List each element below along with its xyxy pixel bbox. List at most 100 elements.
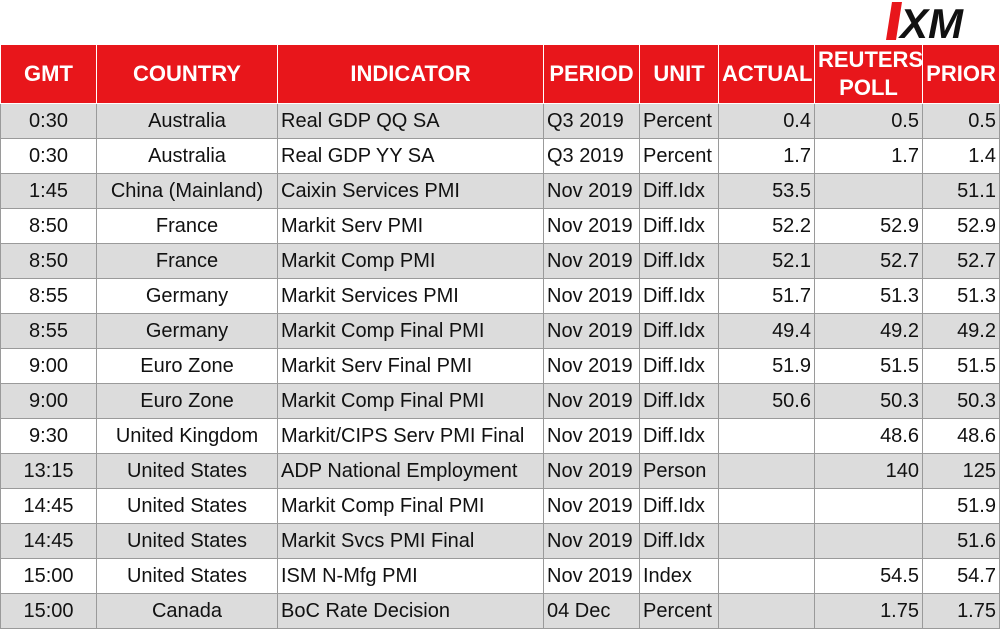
cell-period: Nov 2019 <box>543 418 640 454</box>
cell-actual: 52.1 <box>718 243 815 279</box>
cell-gmt: 0:30 <box>0 138 97 174</box>
cell-unit: Diff.Idx <box>639 173 719 209</box>
cell-unit: Percent <box>639 593 719 629</box>
cell-prior: 52.7 <box>922 243 1000 279</box>
cell-gmt: 15:00 <box>0 558 97 594</box>
header-reuters-poll: REUTERS POLL <box>814 44 923 104</box>
cell-prior: 51.5 <box>922 348 1000 384</box>
header-country: COUNTRY <box>96 44 278 104</box>
table-row: 0:30 Australia Real GDP YY SA Q3 2019 Percen… <box>0 138 1000 174</box>
cell-reuters-poll: 48.6 <box>814 418 923 454</box>
xm-logo: XM <box>886 0 996 44</box>
cell-unit: Index <box>639 558 719 594</box>
cell-actual: 52.2 <box>718 208 815 244</box>
cell-gmt: 8:55 <box>0 278 97 314</box>
header-indicator: INDICATOR <box>277 44 544 104</box>
header-period: PERIOD <box>543 44 640 104</box>
header-row: GMT COUNTRY INDICATOR PERIOD UNIT ACTUAL… <box>0 44 1000 104</box>
header-gmt: GMT <box>0 44 97 104</box>
table-row: 15:00 United States ISM N-Mfg PMI Nov 2019 I… <box>0 558 1000 594</box>
cell-unit: Diff.Idx <box>639 243 719 279</box>
cell-country: United States <box>96 523 278 559</box>
cell-gmt: 8:50 <box>0 208 97 244</box>
cell-country: Euro Zone <box>96 348 278 384</box>
table-row: 14:45 United States Markit Comp Final PMI N… <box>0 488 1000 524</box>
cell-period: Nov 2019 <box>543 383 640 419</box>
cell-reuters-poll: 52.7 <box>814 243 923 279</box>
cell-reuters-poll: 49.2 <box>814 313 923 349</box>
svg-text:XM: XM <box>898 0 964 44</box>
header-prior: PRIOR <box>922 44 1000 104</box>
cell-reuters-poll: 0.5 <box>814 103 923 139</box>
cell-actual: 51.9 <box>718 348 815 384</box>
cell-period: Nov 2019 <box>543 488 640 524</box>
cell-indicator: Caixin Services PMI <box>277 173 544 209</box>
cell-prior: 54.7 <box>922 558 1000 594</box>
cell-indicator: ISM N-Mfg PMI <box>277 558 544 594</box>
cell-country: United States <box>96 488 278 524</box>
cell-prior: 49.2 <box>922 313 1000 349</box>
cell-period: 04 Dec <box>543 593 640 629</box>
cell-reuters-poll: 54.5 <box>814 558 923 594</box>
cell-period: Nov 2019 <box>543 348 640 384</box>
cell-reuters-poll: 50.3 <box>814 383 923 419</box>
table-row: 15:00 Canada BoC Rate Decision 04 Dec Percen… <box>0 593 1000 629</box>
cell-gmt: 8:55 <box>0 313 97 349</box>
cell-unit: Percent <box>639 138 719 174</box>
cell-indicator: BoC Rate Decision <box>277 593 544 629</box>
cell-unit: Diff.Idx <box>639 348 719 384</box>
cell-prior: 51.6 <box>922 523 1000 559</box>
table-row: 8:55 Germany Markit Comp Final PMI Nov 2019… <box>0 313 1000 349</box>
cell-gmt: 14:45 <box>0 523 97 559</box>
cell-unit: Person <box>639 453 719 489</box>
cell-gmt: 8:50 <box>0 243 97 279</box>
cell-reuters-poll <box>814 523 923 559</box>
table-row: 14:45 United States Markit Svcs PMI Final N… <box>0 523 1000 559</box>
cell-prior: 51.3 <box>922 278 1000 314</box>
cell-unit: Diff.Idx <box>639 523 719 559</box>
cell-indicator: Markit Comp Final PMI <box>277 488 544 524</box>
cell-gmt: 14:45 <box>0 488 97 524</box>
xm-logo-graphic: XM <box>886 0 964 44</box>
cell-reuters-poll: 1.7 <box>814 138 923 174</box>
cell-indicator: Markit Comp PMI <box>277 243 544 279</box>
economic-calendar-table: GMT COUNTRY INDICATOR PERIOD UNIT ACTUAL… <box>0 44 1000 629</box>
cell-unit: Percent <box>639 103 719 139</box>
cell-country: Australia <box>96 138 278 174</box>
table-row: 8:55 Germany Markit Services PMI Nov 2019 Di… <box>0 278 1000 314</box>
header-actual: ACTUAL <box>718 44 815 104</box>
cell-gmt: 9:30 <box>0 418 97 454</box>
cell-unit: Diff.Idx <box>639 383 719 419</box>
cell-actual <box>718 418 815 454</box>
cell-actual <box>718 558 815 594</box>
cell-indicator: Markit Comp Final PMI <box>277 383 544 419</box>
table-row: 8:50 France Markit Serv PMI Nov 2019 Diff.Id… <box>0 208 1000 244</box>
cell-indicator: Markit Services PMI <box>277 278 544 314</box>
cell-period: Nov 2019 <box>543 208 640 244</box>
table-row: 8:50 France Markit Comp PMI Nov 2019 Diff.Id… <box>0 243 1000 279</box>
cell-indicator: Markit Comp Final PMI <box>277 313 544 349</box>
cell-country: United States <box>96 453 278 489</box>
cell-country: France <box>96 243 278 279</box>
cell-actual: 49.4 <box>718 313 815 349</box>
table-row: 0:30 Australia Real GDP QQ SA Q3 2019 Percen… <box>0 103 1000 139</box>
cell-prior: 125 <box>922 453 1000 489</box>
cell-unit: Diff.Idx <box>639 418 719 454</box>
cell-country: Germany <box>96 313 278 349</box>
cell-reuters-poll: 51.3 <box>814 278 923 314</box>
cell-prior: 0.5 <box>922 103 1000 139</box>
cell-prior: 1.75 <box>922 593 1000 629</box>
cell-gmt: 9:00 <box>0 383 97 419</box>
cell-period: Nov 2019 <box>543 453 640 489</box>
cell-gmt: 1:45 <box>0 173 97 209</box>
table-row: 13:15 United States ADP National Employmen… <box>0 453 1000 489</box>
cell-reuters-poll: 51.5 <box>814 348 923 384</box>
cell-actual: 0.4 <box>718 103 815 139</box>
cell-actual: 51.7 <box>718 278 815 314</box>
cell-unit: Diff.Idx <box>639 313 719 349</box>
table-row: 9:30 United Kingdom Markit/CIPS Serv PMI F… <box>0 418 1000 454</box>
cell-country: Euro Zone <box>96 383 278 419</box>
cell-reuters-poll <box>814 488 923 524</box>
cell-country: Germany <box>96 278 278 314</box>
cell-actual <box>718 453 815 489</box>
